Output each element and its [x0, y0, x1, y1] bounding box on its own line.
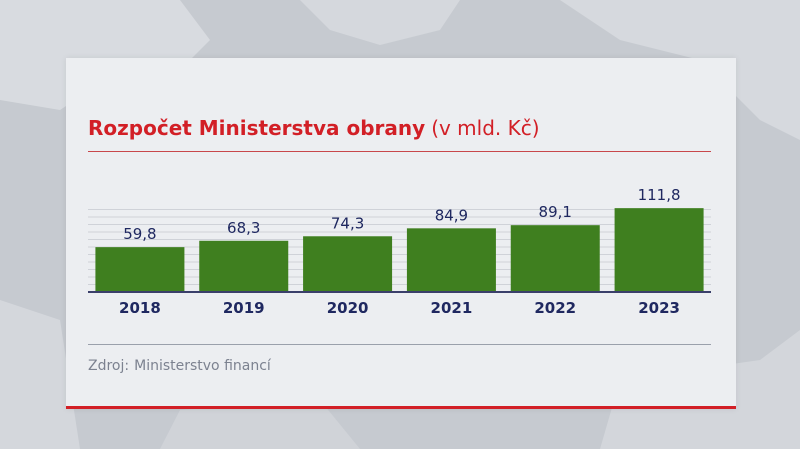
x-tick-label-2022: 2022 [534, 299, 576, 317]
value-label-2022: 89,1 [539, 203, 572, 221]
value-label-2020: 74,3 [331, 214, 364, 232]
bar-2020 [303, 236, 393, 292]
x-tick-label-2023: 2023 [638, 299, 680, 317]
value-label-2023: 111,8 [638, 186, 681, 204]
chart-title-unit: (v mld. Kč) [431, 116, 540, 140]
bar-chart: 59,8 2018 68,3 2019 74,3 2020 84,9 2021 89,1 2022… [88, 186, 711, 317]
bar-2021 [406, 228, 496, 292]
chart-title-text: Rozpočet Ministerstva obrany [88, 116, 426, 140]
x-tick-label-2021: 2021 [431, 299, 473, 317]
source-note: Zdroj: Ministerstvo financí [88, 358, 271, 374]
value-label-2019: 68,3 [227, 219, 260, 237]
chart-card: Rozpočet Ministerstva obrany (v mld. Kč) … [66, 58, 736, 409]
bar-2018 [95, 247, 185, 292]
value-label-2018: 59,8 [123, 225, 156, 243]
value-label-2021: 84,9 [435, 206, 468, 224]
bar-2022 [510, 225, 600, 292]
source-divider [88, 344, 711, 345]
source-label: Zdroj: [88, 358, 130, 374]
bar-2019 [199, 240, 289, 292]
chart-title: Rozpočet Ministerstva obrany (v mld. Kč) [88, 116, 540, 140]
source-value: Ministerstvo financí [134, 358, 271, 374]
title-divider [88, 151, 711, 152]
bar-2023 [614, 208, 704, 292]
x-tick-label-2018: 2018 [119, 299, 161, 317]
x-tick-label-2019: 2019 [223, 299, 265, 317]
x-tick-label-2020: 2020 [327, 299, 369, 317]
